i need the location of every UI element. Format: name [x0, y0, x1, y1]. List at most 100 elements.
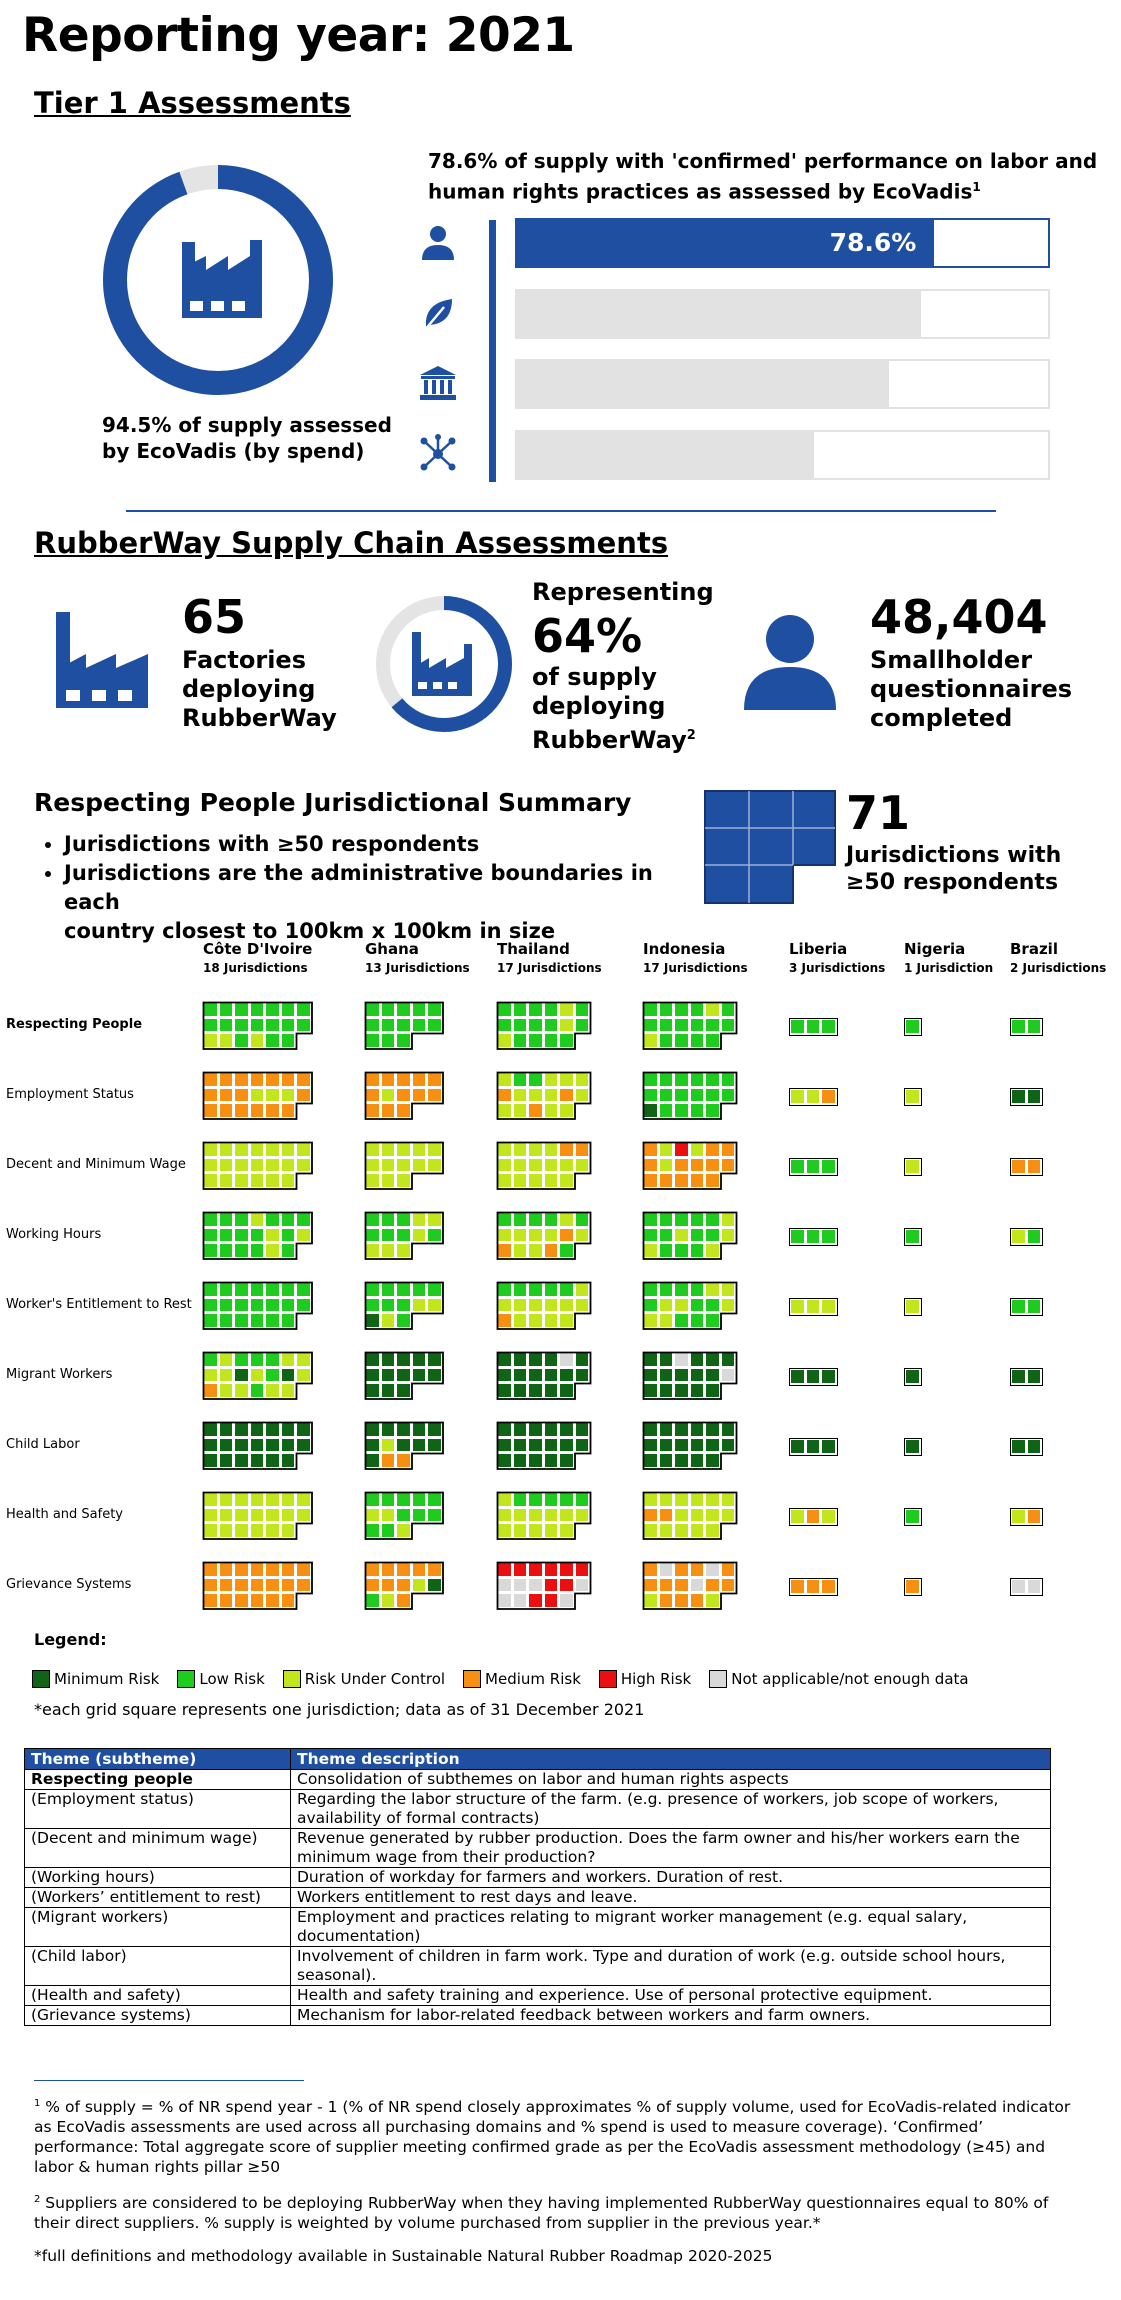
grid-square — [265, 1157, 280, 1172]
grid-square — [705, 1087, 720, 1102]
grid-square — [380, 1033, 395, 1048]
grid-square — [543, 1087, 558, 1102]
grid-square — [1011, 1369, 1026, 1384]
grid-square — [543, 1507, 558, 1522]
grid-square — [1026, 1439, 1041, 1454]
grid-outline — [202, 1491, 313, 1540]
jurisdiction-grid-icon — [704, 790, 836, 904]
jurisdiction-grid — [642, 1281, 737, 1330]
grid-square — [559, 1103, 574, 1118]
grid-square — [1011, 1509, 1026, 1524]
grid-square — [218, 1453, 233, 1468]
grid-square — [705, 1383, 720, 1398]
grid-square — [1011, 1299, 1026, 1314]
jurisdiction-grid — [364, 1141, 444, 1190]
jurisdiction-grid — [364, 1281, 444, 1330]
grid-square — [805, 1369, 820, 1384]
table-cell-theme: (Employment status) — [24, 1789, 291, 1829]
legend-label: Low Risk — [199, 1670, 265, 1688]
grid-square — [396, 1087, 411, 1102]
grid-square — [720, 1437, 735, 1452]
jurisdiction-grid — [364, 1491, 444, 1540]
grid-square — [543, 1157, 558, 1172]
grid-square — [543, 1577, 558, 1592]
footnote-1: 1 % of supply = % of NR spend year - 1 (… — [34, 2098, 1071, 2177]
grid-square — [689, 1383, 704, 1398]
grid-square — [658, 1383, 673, 1398]
country-jurisdictions: 18 Jurisdictions — [203, 961, 308, 975]
grid-square — [658, 1577, 673, 1592]
grid-outline — [202, 1001, 313, 1050]
jurisdiction-grid — [904, 1578, 922, 1596]
grid-square — [296, 1087, 311, 1102]
grid-square — [1011, 1019, 1026, 1034]
grid-square — [249, 1227, 264, 1242]
grid-square — [790, 1159, 805, 1174]
jurisdiction-grid — [789, 1228, 838, 1246]
grid-outline — [364, 1211, 444, 1260]
grid-square — [689, 1087, 704, 1102]
bar-fill — [517, 432, 815, 478]
grid-square — [234, 1017, 249, 1032]
grid-square — [427, 1227, 442, 1242]
grid-square — [528, 1593, 543, 1608]
grid-square — [512, 1103, 527, 1118]
grid-square — [249, 1243, 264, 1258]
grid-square — [234, 1593, 249, 1608]
grid-square — [218, 1157, 233, 1172]
grid-square — [528, 1017, 543, 1032]
table-row: (Child labor) Involvement of children in … — [24, 1946, 1051, 1986]
grid-square — [427, 1087, 442, 1102]
grid-outline — [642, 1211, 737, 1260]
grid-square — [905, 1299, 920, 1314]
grid-square — [234, 1157, 249, 1172]
grid-square — [528, 1157, 543, 1172]
grid-square — [218, 1297, 233, 1312]
summary-bullet: Jurisdictions with ≥50 respondents — [64, 830, 674, 859]
country-header: Thailand 17 Jurisdictions — [497, 940, 602, 975]
grid-square — [574, 1017, 589, 1032]
grid-square — [543, 1383, 558, 1398]
grid-square — [528, 1243, 543, 1258]
grid-outline — [364, 1071, 444, 1120]
grid-square — [512, 1383, 527, 1398]
grid-square — [1026, 1019, 1041, 1034]
grid-square — [674, 1103, 689, 1118]
grid-square — [658, 1313, 673, 1328]
jurisdiction-grid — [364, 1001, 444, 1050]
grid-square — [821, 1229, 836, 1244]
grid-outline — [496, 1141, 591, 1190]
grid-square — [543, 1313, 558, 1328]
grid-square — [720, 1157, 735, 1172]
grid-square — [512, 1437, 527, 1452]
grid-square — [1011, 1229, 1026, 1244]
grid-square — [265, 1577, 280, 1592]
jurisdiction-grid — [642, 1141, 737, 1190]
grid-square — [265, 1453, 280, 1468]
table-cell-description: Employment and practices relating to mig… — [290, 1907, 1051, 1947]
grid-square — [280, 1367, 295, 1382]
grid-square — [1026, 1229, 1041, 1244]
grid-square — [705, 1173, 720, 1188]
table-cell-theme: (Working hours) — [24, 1867, 291, 1888]
grid-outline — [496, 1001, 591, 1050]
grid-square — [674, 1173, 689, 1188]
bar-value-label: 78.6% — [829, 228, 917, 257]
grid-square — [380, 1297, 395, 1312]
grid-square — [1011, 1159, 1026, 1174]
jurisdiction-grid — [1010, 1158, 1043, 1176]
grid-square — [218, 1507, 233, 1522]
grid-square — [658, 1033, 673, 1048]
grid-square — [218, 1593, 233, 1608]
grid-square — [674, 1243, 689, 1258]
grid-square — [790, 1509, 805, 1524]
grid-outline — [496, 1071, 591, 1120]
grid-square — [905, 1509, 920, 1524]
grid-square — [512, 1087, 527, 1102]
jurisdiction-grid — [364, 1211, 444, 1260]
grid-square — [249, 1577, 264, 1592]
grid-square — [234, 1437, 249, 1452]
country-jurisdictions: 17 Jurisdictions — [497, 961, 602, 975]
grid-square — [396, 1507, 411, 1522]
rubberway-donut — [376, 596, 512, 732]
